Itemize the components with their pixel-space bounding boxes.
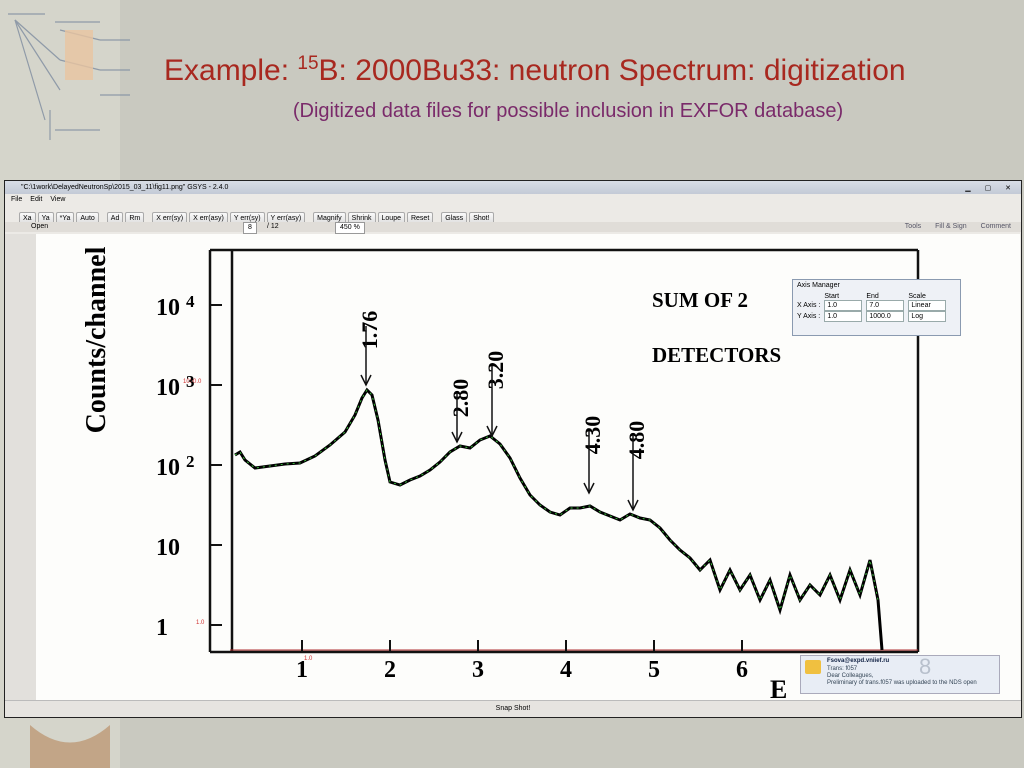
y-tick-label: 1	[156, 615, 168, 641]
y-tick-label: 10 2	[156, 452, 195, 481]
x-axis-label: E	[770, 675, 787, 704]
tick-exponent: 2	[186, 452, 195, 471]
mail-icon	[805, 660, 821, 674]
peak-label: 4.80	[624, 421, 649, 460]
toolbar-button[interactable]: Rm	[125, 212, 145, 225]
axis-field[interactable]: 1.0	[824, 300, 863, 311]
header-cell	[795, 293, 822, 300]
axis-cell: 1000.0	[864, 311, 906, 322]
tick-base: 10	[156, 455, 180, 481]
x-tick-label: 2	[384, 657, 396, 683]
mail-line: Dear Colleagues,	[827, 673, 874, 679]
viewer-tool[interactable]: Fill & Sign	[935, 223, 967, 230]
axis-field[interactable]: 7.0	[866, 300, 905, 311]
axis-name: X Axis :	[797, 302, 821, 309]
dialog-title: Axis Manager	[797, 282, 840, 289]
tick-exponent: 4	[186, 292, 195, 311]
axis-cell: 1.0	[822, 311, 864, 322]
mail-sender: Fsova@expd.vniief.ru	[827, 658, 890, 664]
peak-label: 3.20	[483, 351, 508, 390]
peak-label: 2.80	[448, 379, 473, 418]
menu-bar: File Edit View	[5, 194, 1021, 206]
open-button[interactable]: Open	[31, 223, 49, 230]
tick-base: 10	[156, 375, 180, 401]
header-cell: Start	[824, 293, 840, 300]
tick-base: 10	[156, 295, 180, 321]
arrow-head	[627, 499, 639, 512]
tick-base: 1	[156, 615, 168, 641]
axis-name: Y Axis :	[797, 313, 821, 320]
viewer-tool[interactable]: Tools	[904, 223, 922, 230]
axis-row: X Axis :1.0 7.0 Linear	[795, 300, 948, 311]
peak-label: 4.30	[580, 416, 605, 455]
window-controls[interactable]: ▁ ▢ ✕	[965, 185, 1017, 192]
axis-marker: 1.0	[304, 656, 313, 662]
axis-field[interactable]: Linear	[908, 300, 947, 311]
viewer-tools: Tools Fill & Sign Comment	[891, 222, 1011, 232]
axis-cell: Y Axis :	[795, 311, 822, 322]
peak-label: 1.76	[357, 311, 382, 350]
mail-body: Trans: f057 Dear Colleagues, Preliminary o…	[827, 666, 977, 687]
viewer-toolbar: Open 8 / 12 450 % Tools Fill & Sign Commen…	[5, 222, 1021, 234]
axis-field[interactable]: 1.0	[824, 311, 863, 322]
mail-badge: 8	[919, 654, 932, 679]
slide-subtitle: (Digitized data files for possible inclu…	[293, 100, 843, 122]
toolbar-button[interactable]: Shot!	[469, 212, 494, 225]
header-cell: Scale	[908, 293, 926, 300]
axis-field[interactable]: 1000.0	[866, 311, 905, 322]
zoom-field[interactable]: 450 %	[335, 222, 365, 234]
slide-title: Example: 15B: 2000Bu33: neutron Spectrum…	[164, 53, 906, 87]
tick-exponent: 3	[186, 372, 195, 391]
axis-cell: Linear	[906, 300, 948, 311]
x-tick-label: 3	[472, 657, 484, 683]
arrow-head	[486, 425, 498, 438]
arrow-head	[583, 482, 595, 495]
toolbar: Xa Ya *Ya Auto Ad Rm X err(sy) X err(asy) Y err(…	[5, 206, 1021, 225]
window-title: "C:\1work\DelayedNeutronSp\2015_03_11\fi…	[21, 184, 229, 191]
axis-cell: X Axis :	[795, 300, 822, 311]
menu-item[interactable]: File	[11, 196, 23, 203]
axis-cell: 1.0	[822, 300, 864, 311]
page-field[interactable]: 8	[243, 222, 257, 234]
x-tick-label: 5	[648, 657, 660, 683]
arrow-head	[451, 431, 463, 444]
y-tick-label: 10	[156, 535, 180, 561]
axis-manager-dialog: Axis Manager Start End Scale X Axis :1.0 7.0…	[792, 279, 961, 336]
axis-table: Start End Scale X Axis :1.0 7.0 Linear Y Axis …	[795, 293, 948, 322]
menu-item[interactable]: View	[50, 196, 66, 203]
x-tick-label: 6	[736, 657, 748, 683]
mail-line: Preliminary of trans.f057 was uploaded t…	[827, 680, 977, 686]
header-cell: End	[866, 293, 879, 300]
axis-row: Y Axis :1.0 1000.0 Log	[795, 311, 948, 322]
axis-field[interactable]: Log	[908, 311, 947, 322]
page-count: / 12	[267, 223, 279, 230]
menu-item[interactable]: Edit	[30, 196, 43, 203]
axis-cell: Log	[906, 311, 948, 322]
legend-line: SUM OF 2	[652, 288, 748, 312]
viewer-tool[interactable]: Comment	[980, 223, 1011, 230]
toolbar-button[interactable]: Xa	[19, 212, 36, 225]
axis-marker: 1000.0	[183, 379, 202, 385]
legend-line: DETECTORS	[652, 343, 781, 367]
arrow-head	[360, 374, 372, 387]
tick-base: 10	[156, 535, 180, 561]
mail-line: Trans: f057	[827, 666, 858, 672]
y-axis-label: Counts/channel	[81, 246, 112, 433]
header-row: Start End Scale	[795, 293, 948, 300]
x-tick-label: 1	[296, 657, 308, 683]
mail-notification[interactable]: Fsova@expd.vniief.ru Trans: f057 Dear Col…	[800, 654, 1000, 694]
axis-cell: 7.0	[864, 300, 906, 311]
y-tick-label: 10 4	[156, 292, 195, 321]
snapshot-button[interactable]: Snap Shot!	[5, 700, 1021, 717]
x-tick-label: 4	[560, 657, 572, 683]
axis-marker: 1.0	[196, 620, 205, 626]
title-bar: "C:\1work\DelayedNeutronSp\2015_03_11\fi…	[5, 181, 1021, 194]
y-tick-label: 10 3	[156, 372, 195, 401]
